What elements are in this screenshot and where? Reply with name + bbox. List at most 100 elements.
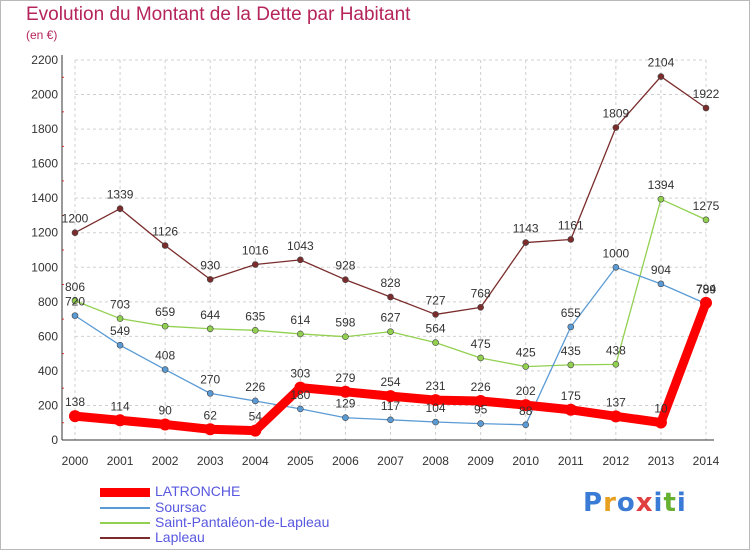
data-point-latronche — [700, 296, 712, 309]
y-tick-label: 600 — [38, 329, 58, 343]
data-label-soursac: 180 — [290, 388, 310, 402]
x-tick-label: 2001 — [107, 454, 134, 468]
data-point-latronche — [384, 390, 397, 403]
data-label-soursac: 655 — [561, 306, 581, 320]
logo-letter: r — [603, 488, 617, 518]
data-point-latronche — [249, 424, 262, 437]
data-point-soursac — [116, 341, 124, 349]
x-tick-label: 2008 — [422, 454, 449, 468]
x-tick-label: 2006 — [332, 454, 359, 468]
data-label-saint-pantaleon-de-lapleau: 627 — [380, 311, 400, 325]
data-point-lapleau — [297, 256, 304, 264]
data-label-saint-pantaleon-de-lapleau: 564 — [426, 322, 446, 336]
logo-letter: t — [663, 488, 677, 518]
data-point-lapleau — [477, 304, 484, 311]
data-point-saint-pantaleon-de-lapleau — [342, 333, 349, 341]
legend-label: Lapleau — [155, 529, 205, 545]
x-tick-label: 2010 — [512, 454, 539, 468]
data-label-saint-pantaleon-de-lapleau: 435 — [561, 344, 581, 358]
y-tick-label: 800 — [38, 295, 58, 309]
y-tick-label: 0 — [51, 433, 58, 447]
data-point-lapleau — [702, 104, 710, 112]
data-label-saint-pantaleon-de-lapleau: 635 — [245, 309, 265, 323]
legend-swatch — [100, 522, 150, 524]
data-point-soursac — [71, 312, 79, 319]
chart-title: Evolution du Montant de la Dette par Hab… — [26, 4, 411, 25]
logo-letter: i — [653, 488, 664, 518]
data-label-saint-pantaleon-de-lapleau: 1275 — [693, 199, 720, 213]
data-point-saint-pantaleon-de-lapleau — [387, 328, 394, 336]
data-label-soursac: 129 — [335, 397, 355, 411]
data-point-saint-pantaleon-de-lapleau — [702, 216, 710, 224]
y-tick-label: 1600 — [31, 157, 58, 171]
data-point-latronche — [429, 394, 442, 407]
data-label-latronche: 54 — [249, 410, 263, 424]
logo-letter: i — [676, 488, 687, 518]
data-point-lapleau — [387, 293, 394, 301]
data-label-soursac: 226 — [245, 380, 265, 394]
data-label-soursac: 104 — [426, 401, 446, 415]
data-label-lapleau: 1339 — [107, 188, 134, 202]
data-point-saint-pantaleon-de-lapleau — [522, 363, 530, 370]
data-label-latronche: 231 — [426, 379, 446, 393]
data-point-soursac — [251, 397, 259, 405]
data-point-latronche — [69, 410, 81, 423]
data-label-soursac: 1000 — [603, 246, 630, 260]
data-label-lapleau: 1043 — [287, 239, 314, 253]
data-point-lapleau — [71, 229, 79, 237]
x-tick-label: 2013 — [648, 454, 675, 468]
legend-label: Saint-Pantaléon-de-Lapleau — [155, 514, 330, 530]
data-point-lapleau — [567, 236, 575, 243]
data-point-latronche — [519, 399, 532, 412]
data-point-soursac — [432, 418, 439, 426]
data-label-latronche: 62 — [204, 408, 218, 422]
data-label-saint-pantaleon-de-lapleau: 1394 — [648, 178, 675, 192]
data-point-lapleau — [206, 276, 214, 283]
data-label-lapleau: 1922 — [693, 87, 720, 101]
data-point-soursac — [297, 405, 304, 413]
data-point-saint-pantaleon-de-lapleau — [567, 361, 575, 369]
data-point-latronche — [204, 423, 217, 436]
data-label-soursac: 789 — [696, 283, 716, 297]
data-label-saint-pantaleon-de-lapleau: 806 — [65, 280, 85, 294]
data-point-saint-pantaleon-de-lapleau — [251, 327, 259, 334]
data-label-latronche: 138 — [65, 395, 85, 409]
data-label-latronche: 202 — [516, 384, 536, 398]
data-label-saint-pantaleon-de-lapleau: 659 — [155, 305, 175, 319]
data-point-lapleau — [251, 261, 259, 268]
data-label-latronche: 794 — [696, 282, 716, 296]
data-label-lapleau: 1200 — [62, 212, 89, 226]
legend-label: LATRONCHE — [155, 483, 241, 499]
data-point-latronche — [564, 403, 577, 416]
data-label-soursac: 408 — [155, 349, 175, 363]
data-label-latronche: 303 — [290, 367, 310, 381]
x-tick-label: 2011 — [558, 454, 584, 468]
data-point-saint-pantaleon-de-lapleau — [71, 297, 79, 305]
data-point-soursac — [206, 390, 214, 397]
data-point-lapleau — [432, 311, 439, 318]
data-label-latronche: 137 — [606, 395, 626, 409]
data-point-soursac — [567, 323, 575, 331]
y-tick-label: 400 — [38, 364, 58, 378]
y-tick-label: 1000 — [31, 260, 58, 274]
data-label-saint-pantaleon-de-lapleau: 425 — [516, 346, 536, 360]
proxiti-logo: Proxiti — [583, 488, 687, 518]
data-label-latronche: 114 — [111, 399, 130, 413]
data-label-saint-pantaleon-de-lapleau: 614 — [290, 313, 310, 327]
data-label-soursac: 88 — [519, 404, 533, 418]
y-tick-label: 1400 — [31, 191, 58, 205]
data-point-lapleau — [522, 239, 530, 246]
data-label-latronche: 279 — [335, 371, 355, 385]
data-label-lapleau: 727 — [426, 293, 446, 307]
y-tick-label: 2000 — [31, 88, 58, 102]
legend-label: Soursac — [155, 499, 207, 515]
logo-letter: o — [616, 488, 636, 518]
data-point-lapleau — [657, 73, 665, 80]
x-tick-label: 2005 — [287, 454, 314, 468]
data-label-latronche: 226 — [471, 380, 491, 394]
data-label-latronche: 90 — [158, 403, 172, 417]
data-label-lapleau: 1809 — [603, 107, 630, 121]
legend-swatch — [100, 537, 150, 539]
x-tick-label: 2003 — [197, 454, 224, 468]
